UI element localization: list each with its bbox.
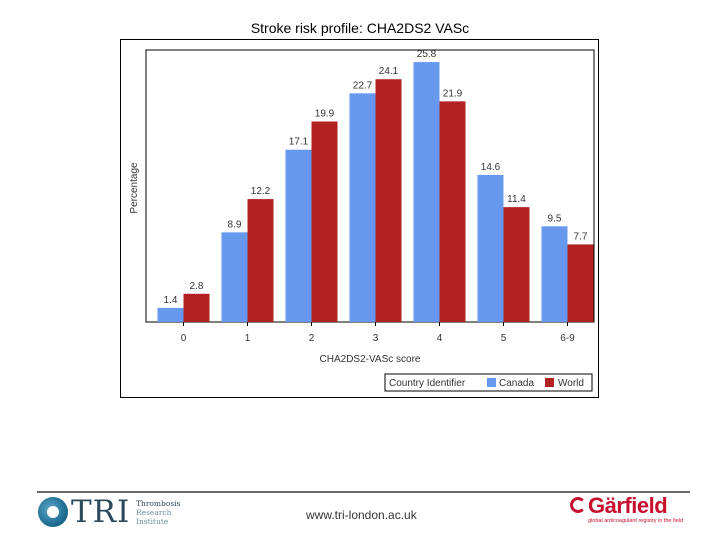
data-label-world-3: 24.1 xyxy=(379,66,399,77)
tri-sub-line2: Research xyxy=(136,508,172,517)
bar-canada-5 xyxy=(477,174,504,322)
legend-label-world: World xyxy=(558,378,584,389)
data-label-world-0: 2.8 xyxy=(190,281,204,292)
x-ticks-layer: 0 1 2 3 4 5 6-9 xyxy=(181,322,575,344)
x-tick-label-2: 2 xyxy=(309,333,315,344)
x-tick-label-4: 4 xyxy=(437,333,443,344)
data-label-world-1: 12.2 xyxy=(251,186,271,197)
data-label-canada-2: 17.1 xyxy=(289,137,309,148)
slide-title: Stroke risk profile: CHA2DS2 VASc xyxy=(250,20,470,36)
tri-sub-line3: Institute xyxy=(136,517,169,526)
bar-canada-3 xyxy=(349,93,376,323)
x-axis-label: CHA2DS2-VASc score xyxy=(320,354,421,365)
website-link[interactable]: www.tri-london.ac.uk xyxy=(306,508,417,522)
chart-frame: 1.4 2.8 8.9 12.2 17.1 19.9 22.7 24.1 25.8 21.9 14.… xyxy=(120,39,599,398)
data-label-world-4: 21.9 xyxy=(443,88,463,99)
bar-world-5 xyxy=(503,207,530,322)
data-label-canada-6-9: 9.5 xyxy=(548,213,562,224)
bar-world-6-9 xyxy=(567,244,594,322)
garfield-logo: Gärfield global anticoagulant registry i… xyxy=(568,494,692,528)
x-tick-label-0: 0 xyxy=(181,333,187,344)
bar-world-2 xyxy=(311,121,338,322)
x-tick-label-6-9: 6-9 xyxy=(560,333,575,344)
garfield-logo-icon xyxy=(570,497,586,513)
bar-world-0 xyxy=(183,293,210,322)
bar-world-3 xyxy=(375,79,402,322)
tri-logo-subtitle: Thrombosis Research Institute xyxy=(136,499,196,526)
x-tick-label-3: 3 xyxy=(373,333,379,344)
tri-sub-line1: Thrombosis xyxy=(136,499,181,508)
legend-swatch-canada xyxy=(487,378,496,387)
bar-world-4 xyxy=(439,101,466,322)
y-axis-label: Percentage xyxy=(129,162,140,214)
data-label-world-2: 19.9 xyxy=(315,109,335,120)
bar-world-1 xyxy=(247,199,274,322)
tri-logo-text: TRI xyxy=(71,494,131,530)
data-label-canada-3: 22.7 xyxy=(353,80,373,91)
x-tick-label-5: 5 xyxy=(501,333,507,344)
data-label-world-5: 11.4 xyxy=(507,194,526,205)
bar-canada-4 xyxy=(413,62,440,322)
bar-canada-1 xyxy=(221,232,248,322)
legend: Country Identifier Canada World xyxy=(384,373,593,392)
x-tick-label-1: 1 xyxy=(245,333,251,344)
legend-label-canada: Canada xyxy=(499,378,534,389)
data-label-canada-1: 8.9 xyxy=(228,219,242,230)
bars-layer xyxy=(157,62,594,323)
bar-canada-6-9 xyxy=(541,226,568,322)
bar-canada-0 xyxy=(157,307,184,322)
legend-swatch-world xyxy=(545,378,554,387)
bar-canada-2 xyxy=(285,149,312,322)
tri-logo: TRI Thrombosis Research Institute xyxy=(38,494,188,530)
data-label-world-6-9: 7.7 xyxy=(574,231,588,242)
data-labels-layer: 1.4 2.8 8.9 12.2 17.1 19.9 22.7 24.1 25.8 21.9 14.… xyxy=(164,49,588,306)
tri-logo-icon xyxy=(38,497,68,527)
legend-title: Country Identifier xyxy=(389,378,466,389)
garfield-tagline: global anticoagulant registry in the fie… xyxy=(588,518,684,524)
footer-divider xyxy=(37,491,690,493)
bar-chart: 1.4 2.8 8.9 12.2 17.1 19.9 22.7 24.1 25.8 21.9 14.… xyxy=(129,49,595,392)
data-label-canada-5: 14.6 xyxy=(481,162,501,173)
data-label-canada-0: 1.4 xyxy=(164,295,178,306)
garfield-logo-text: Gärfield xyxy=(588,493,668,518)
data-label-canada-4: 25.8 xyxy=(417,49,437,60)
